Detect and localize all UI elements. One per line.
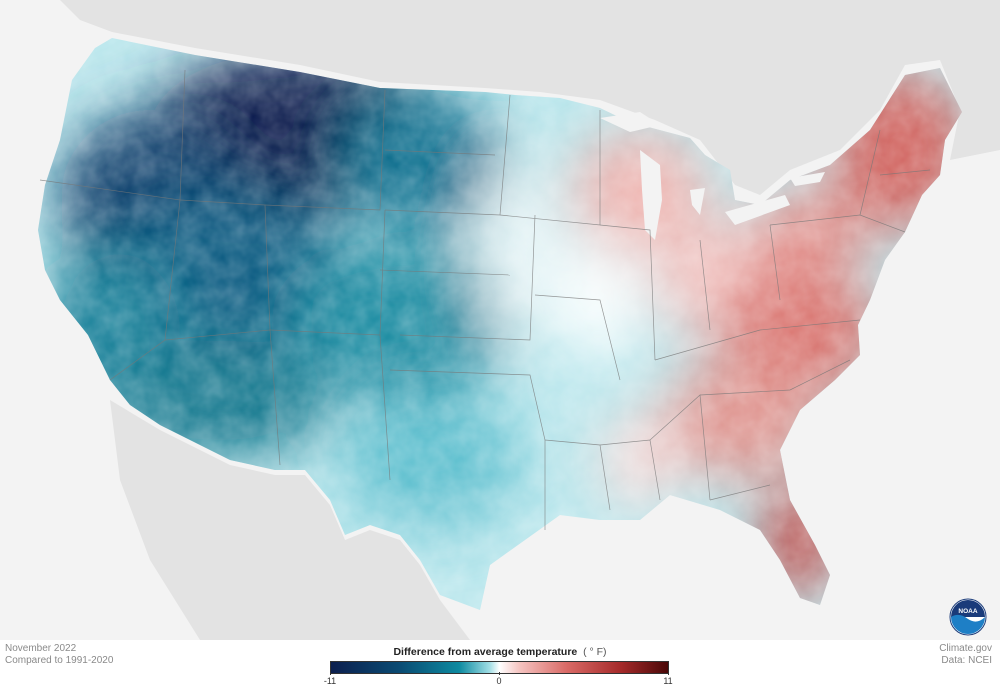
surrounding-land bbox=[60, 0, 1000, 640]
map-footer: November 2022 Compared to 1991-2020 Diff… bbox=[0, 640, 1000, 690]
baseline-label: Compared to 1991-2020 bbox=[5, 655, 114, 666]
footer-right: Climate.gov Data: NCEI bbox=[939, 643, 992, 667]
date-label: November 2022 bbox=[5, 643, 77, 654]
great-lakes bbox=[600, 112, 825, 240]
legend-title: Difference from average temperature bbox=[393, 646, 578, 658]
legend-title-row: Difference from average temperature ( ° … bbox=[0, 646, 1000, 658]
footer-left: November 2022 Compared to 1991-2020 bbox=[5, 643, 113, 667]
legend-min-label: -11 bbox=[323, 676, 337, 686]
data-source: Data: NCEI bbox=[941, 655, 992, 666]
noaa-logo-icon: NOAA bbox=[949, 598, 987, 636]
temperature-anomaly-map bbox=[38, 0, 1000, 640]
legend-mid-label: 0 bbox=[496, 676, 502, 686]
source-site: Climate.gov bbox=[939, 643, 992, 654]
map-area: NOAA bbox=[0, 0, 1000, 640]
legend-tick-mid bbox=[499, 672, 500, 675]
legend-tick-min bbox=[330, 672, 331, 675]
state-borders bbox=[39, 69, 931, 530]
legend-unit: ( ° F) bbox=[583, 646, 607, 658]
noaa-logo-text: NOAA bbox=[958, 608, 977, 615]
legend-tick-max bbox=[668, 672, 669, 675]
legend-max-label: 11 bbox=[663, 676, 673, 686]
